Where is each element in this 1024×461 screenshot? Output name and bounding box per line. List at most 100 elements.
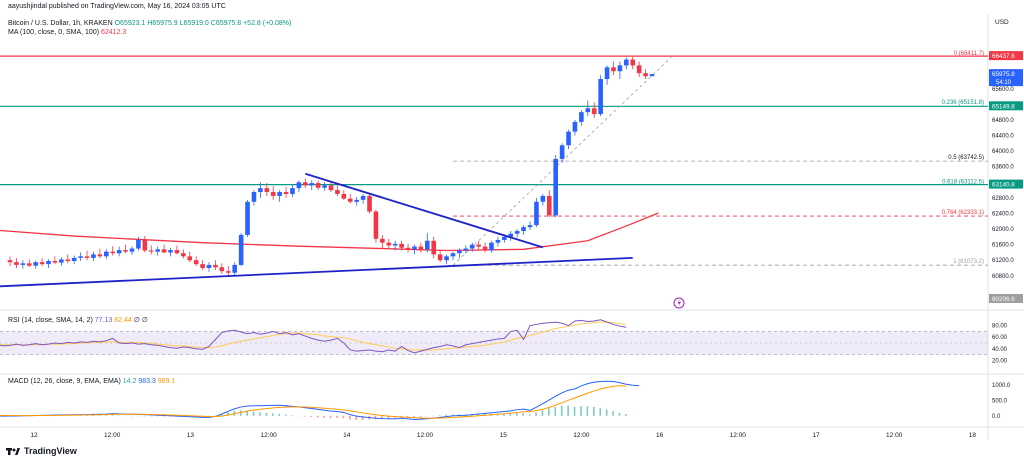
macd-histogram-bar [239,410,242,416]
ohlc-high: H65975.9 [147,20,178,27]
candle-body [469,244,475,249]
candle-body [598,79,603,115]
macd-legend[interactable]: MACD (12, 26, close, 9, EMA, EMA) 14.2 9… [8,378,175,385]
candle-body [559,145,565,159]
candle-body [52,261,58,263]
time-tick-label: 15 [500,432,508,439]
candle-body [104,251,109,257]
fib-level-label: 0.236 (65151.8) [942,100,984,106]
time-tick-label: 12:00 [886,432,903,439]
candle-body [7,260,13,263]
macd-histogram-bar [291,415,293,416]
candles-group [7,56,655,276]
candle-body [258,188,263,193]
macd-histogram-bar [304,415,306,417]
macd-histogram-bar [426,415,428,417]
candle-body [238,234,244,265]
rsi-legend[interactable]: RSI (14, close, SMA, 14, 2) 77.13 82.44 … [8,316,148,324]
tradingview-logo-icon [6,447,20,455]
footer-brand[interactable]: TradingView [24,446,77,456]
candle-body [399,243,404,248]
macd-histogram-bar [98,415,101,416]
time-tick-label: 12:00 [260,432,277,439]
ohlc-low: L65919.0 [179,20,209,27]
candle-body [277,192,282,196]
candle-body [604,67,610,80]
macd-histogram-bar [413,415,415,418]
macd-histogram-bar [381,415,383,419]
candle-body [476,244,481,247]
macd-histogram-bar [85,415,88,416]
trendline-support [0,256,633,288]
candle-body [636,65,642,74]
candle-body [14,262,19,265]
candle-body [380,238,385,243]
rsi-tick-label: 60.00 [992,335,1008,341]
candle-body [444,256,449,261]
candle-body [437,254,443,261]
time-tick-label: 13 [187,432,195,439]
candle-body [219,267,225,272]
candle-body [59,259,64,263]
ohlc-close: C65975.8 [210,20,242,27]
candle-body [546,195,552,216]
macd-histogram-bar [342,415,345,419]
symbol-line: Bitcoin / U.S. Dollar, 1h, KRAKEN O65923… [8,20,291,27]
macd-histogram-bar [432,415,435,417]
candle-body [213,264,218,268]
price-tick-label: 62400.0 [992,211,1014,217]
candle-body [360,195,366,200]
candle-body [26,263,32,266]
candle-body [200,264,205,269]
price-badge-text: 65975.8 [992,71,1015,78]
ma-legend[interactable]: MA (100, close, 0, SMA, 100) 62412.3 [8,29,126,36]
price-tick-label: 64000.0 [992,149,1014,155]
lightning-bolt-shape [677,299,681,307]
candle-body [643,73,648,77]
candle-body [495,239,501,243]
time-tick-label: 18 [969,432,977,439]
macd-histogram-bar [79,415,82,416]
price-badge-text: 60206.6 [992,296,1015,303]
candle-body [508,233,514,237]
macd-histogram-bar [618,412,621,416]
symbol-name[interactable]: Bitcoin / U.S. Dollar, 1h, KRAKEN [8,20,113,27]
macd-histogram-bar [406,415,409,418]
macd-histogram-bar [233,410,236,416]
candle-body [649,74,655,77]
macd-histogram-bar [92,415,94,416]
candle-body [232,264,237,273]
macd-histogram-bar [111,415,114,416]
price-badge-text: 63140.8 [992,182,1015,189]
candle-body [502,236,507,240]
time-tick-label: 16 [656,432,664,439]
price-tick-label: 61600.0 [992,243,1014,249]
rsi-ma-line [0,321,627,351]
macd-histogram-bar [105,415,107,416]
ma-value: 62412.3 [101,29,127,36]
macd-histogram-bar [316,415,319,418]
price-badge [989,69,1023,87]
price-tick-label: 61200.0 [992,258,1014,264]
macd-histogram-bar [573,406,576,416]
macd-histogram-bar [599,408,602,416]
ohlc-open: O65923.1 [114,20,146,27]
macd-signal-value: 969.1 [157,378,176,385]
candle-body [611,67,616,72]
macd-tick-label: 1000.0 [992,383,1011,389]
candle-body [174,250,180,254]
candle-body [78,256,83,258]
time-tick-label: 12:00 [730,432,747,439]
macd-histogram-bar [349,415,351,420]
macd-histogram-bar [272,413,274,416]
rsi-tick-label: 40.00 [992,347,1008,353]
candle-body [181,253,186,257]
macd-histogram-bar [73,415,75,416]
macd-histogram-bar [143,415,146,417]
price-tick-label: 62000.0 [992,227,1014,233]
time-tick-label: 14 [343,432,351,439]
macd-histogram-bar [259,412,261,416]
candle-body [386,242,392,246]
